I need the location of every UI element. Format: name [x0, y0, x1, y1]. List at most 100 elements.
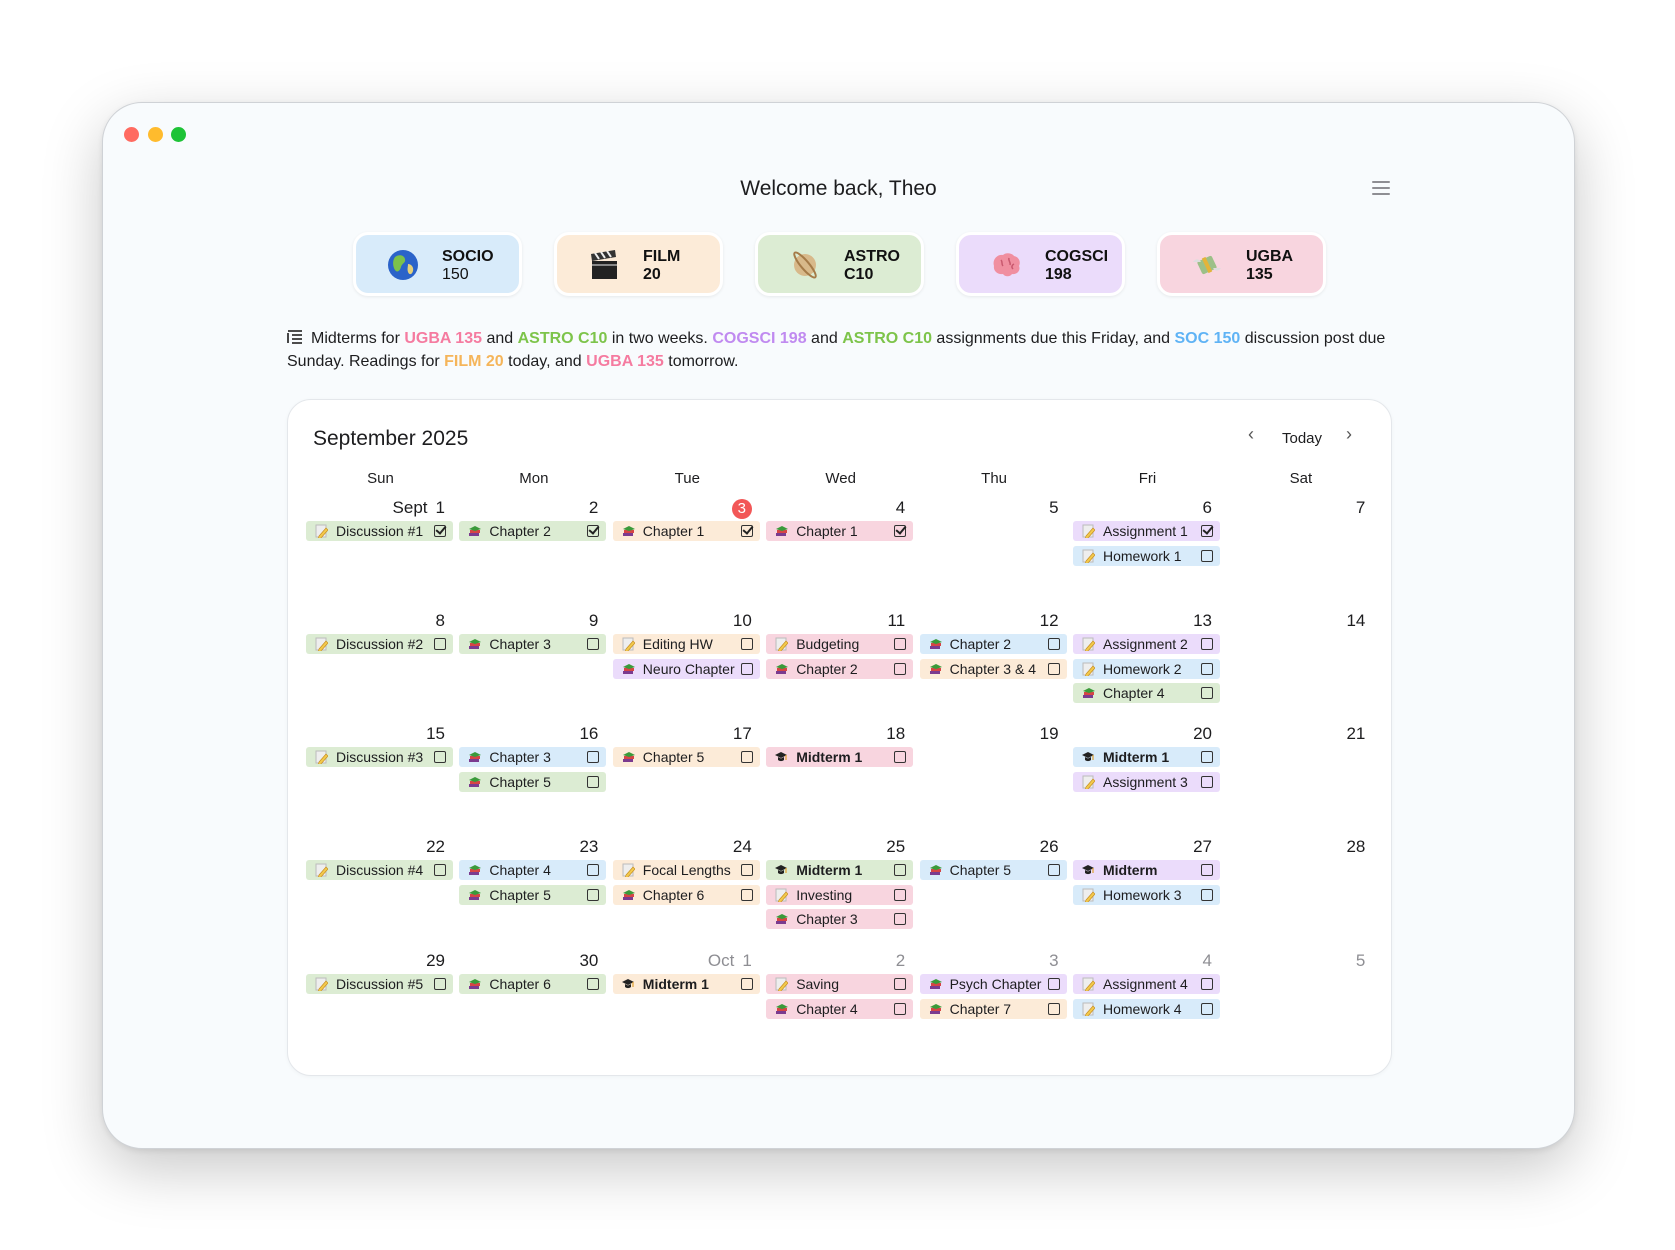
event-checkbox[interactable]: [1201, 525, 1213, 537]
calendar-day-cell[interactable]: 2 Saving Chapter 4: [764, 950, 917, 1063]
event-item[interactable]: Discussion #4: [306, 860, 453, 880]
calendar-day-cell[interactable]: 3 Psych Chapter Chapter 7: [918, 950, 1071, 1063]
calendar-day-cell[interactable]: 14: [1224, 610, 1377, 723]
event-item[interactable]: Focal Lengths: [612, 860, 760, 880]
calendar-day-cell[interactable]: 13 Assignment 2 Homework 2 Chapter 4: [1071, 610, 1224, 723]
event-item[interactable]: Homework 3: [1073, 884, 1220, 905]
event-item[interactable]: Chapter 1: [612, 521, 760, 541]
event-item[interactable]: Saving: [766, 974, 914, 994]
calendar-day-cell[interactable]: 12 Chapter 2 Chapter 3 & 4: [918, 610, 1071, 723]
event-checkbox[interactable]: [1201, 638, 1213, 650]
event-checkbox[interactable]: [434, 751, 446, 763]
event-item[interactable]: Chapter 3 & 4: [919, 658, 1067, 679]
calendar-day-cell[interactable]: 5: [1224, 950, 1377, 1063]
calendar-day-cell[interactable]: 29 Discussion #5: [304, 950, 457, 1063]
event-checkbox[interactable]: [434, 525, 446, 537]
event-checkbox[interactable]: [1201, 978, 1213, 990]
event-item[interactable]: Investing: [766, 884, 914, 905]
event-checkbox[interactable]: [894, 751, 907, 763]
event-checkbox[interactable]: [1047, 662, 1060, 675]
event-item[interactable]: Chapter 4: [1073, 683, 1220, 703]
calendar-day-cell[interactable]: 28: [1224, 836, 1377, 949]
event-checkbox[interactable]: [587, 638, 600, 650]
minimize-window-button[interactable]: [148, 127, 163, 142]
event-checkbox[interactable]: [740, 888, 753, 901]
event-item[interactable]: Chapter 5: [919, 860, 1067, 880]
event-item[interactable]: Neuro Chapter: [612, 658, 760, 679]
event-item[interactable]: Discussion #2: [306, 634, 453, 654]
calendar-day-cell[interactable]: 26 Chapter 5: [918, 836, 1071, 949]
calendar-day-cell[interactable]: 10 Editing HW Neuro Chapter: [611, 610, 764, 723]
calendar-day-cell[interactable]: 3 Chapter 1: [611, 497, 764, 610]
calendar-day-cell[interactable]: 17 Chapter 5: [611, 723, 764, 836]
calendar-day-cell[interactable]: 24 Focal Lengths Chapter 6: [611, 836, 764, 949]
event-item[interactable]: Chapter 7: [919, 998, 1067, 1019]
event-item[interactable]: Midterm: [1073, 860, 1220, 880]
calendar-day-cell[interactable]: 16 Chapter 3 Chapter 5: [457, 723, 610, 836]
event-item[interactable]: Psych Chapter: [919, 974, 1067, 994]
event-checkbox[interactable]: [1047, 864, 1060, 876]
event-item[interactable]: Assignment 2: [1073, 634, 1220, 654]
event-item[interactable]: Budgeting: [766, 634, 914, 654]
event-item[interactable]: Chapter 5: [459, 771, 607, 792]
today-button[interactable]: Today: [1282, 430, 1323, 447]
event-item[interactable]: Discussion #1: [306, 521, 453, 541]
event-item[interactable]: Discussion #3: [306, 747, 453, 767]
event-item[interactable]: Chapter 2: [766, 658, 914, 679]
event-checkbox[interactable]: [894, 638, 907, 650]
event-item[interactable]: Chapter 4: [459, 860, 607, 880]
event-item[interactable]: Chapter 3: [459, 747, 607, 767]
course-card-film[interactable]: FILM 20: [554, 232, 723, 296]
calendar-day-cell[interactable]: 30 Chapter 6: [457, 950, 610, 1063]
event-checkbox[interactable]: [1201, 864, 1213, 876]
chevron-left-icon[interactable]: ‹: [1248, 424, 1254, 444]
event-checkbox[interactable]: [1201, 888, 1213, 901]
event-checkbox[interactable]: [434, 864, 446, 876]
event-item[interactable]: Assignment 1: [1073, 521, 1220, 541]
calendar-day-cell[interactable]: 19: [918, 723, 1071, 836]
event-checkbox[interactable]: [587, 525, 600, 537]
event-checkbox[interactable]: [1201, 662, 1213, 675]
calendar-day-cell[interactable]: 2 Chapter 2: [457, 497, 610, 610]
event-item[interactable]: Midterm 1: [766, 747, 914, 767]
event-item[interactable]: Midterm 1: [766, 860, 914, 880]
calendar-day-cell[interactable]: 22 Discussion #4: [304, 836, 457, 949]
event-item[interactable]: Assignment 3: [1073, 771, 1220, 792]
calendar-day-cell[interactable]: 20 Midterm 1 Assignment 3: [1071, 723, 1224, 836]
calendar-day-cell[interactable]: Sept 1 Discussion #1: [304, 497, 457, 610]
close-window-button[interactable]: [124, 127, 139, 142]
event-item[interactable]: Chapter 6: [612, 884, 760, 905]
event-item[interactable]: Homework 4: [1073, 998, 1220, 1019]
event-checkbox[interactable]: [740, 662, 753, 675]
event-item[interactable]: Chapter 1: [766, 521, 914, 541]
event-checkbox[interactable]: [587, 751, 600, 763]
event-item[interactable]: Midterm 1: [1073, 747, 1220, 767]
event-item[interactable]: Chapter 5: [612, 747, 760, 767]
event-checkbox[interactable]: [1201, 751, 1213, 763]
event-checkbox[interactable]: [894, 662, 907, 675]
course-card-ugba[interactable]: UGBA 135: [1157, 232, 1326, 296]
course-card-astro[interactable]: ASTRO C10: [755, 232, 924, 296]
calendar-day-cell[interactable]: 7: [1224, 497, 1377, 610]
event-checkbox[interactable]: [740, 525, 753, 537]
calendar-day-cell[interactable]: 4 Assignment 4 Homework 4: [1071, 950, 1224, 1063]
calendar-day-cell[interactable]: 27 Midterm Homework 3: [1071, 836, 1224, 949]
event-item[interactable]: Assignment 4: [1073, 974, 1220, 994]
event-checkbox[interactable]: [1201, 687, 1213, 699]
event-checkbox[interactable]: [1201, 549, 1213, 562]
calendar-day-cell[interactable]: 11 Budgeting Chapter 2: [764, 610, 917, 723]
event-checkbox[interactable]: [740, 638, 753, 650]
event-checkbox[interactable]: [587, 978, 600, 990]
event-checkbox[interactable]: [1047, 1002, 1060, 1015]
event-checkbox[interactable]: [434, 978, 446, 990]
event-item[interactable]: Midterm 1: [612, 974, 760, 994]
event-checkbox[interactable]: [434, 638, 446, 650]
calendar-day-cell[interactable]: Oct 1 Midterm 1: [611, 950, 764, 1063]
calendar-day-cell[interactable]: 4 Chapter 1: [764, 497, 917, 610]
event-checkbox[interactable]: [1201, 775, 1213, 788]
event-checkbox[interactable]: [894, 525, 907, 537]
event-item[interactable]: Chapter 2: [459, 521, 607, 541]
event-checkbox[interactable]: [894, 978, 907, 990]
calendar-day-cell[interactable]: 5: [918, 497, 1071, 610]
event-checkbox[interactable]: [587, 775, 600, 788]
